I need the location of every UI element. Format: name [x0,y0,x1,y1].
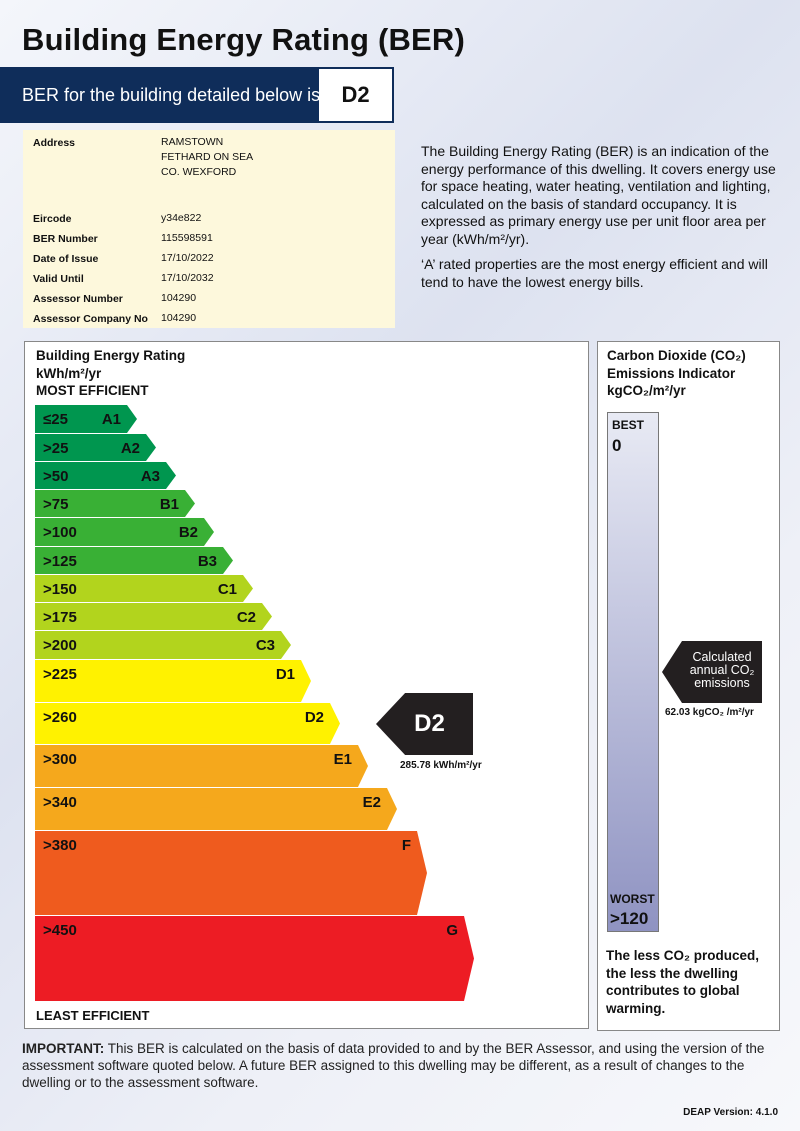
page-title: Building Energy Rating (BER) [22,22,466,57]
band-range: ≤25 [43,411,68,428]
issue-date-value: 17/10/2022 [161,252,214,264]
band-class: C3 [255,637,275,654]
assessor-company-label: Assessor Company No [33,313,148,325]
band-g: >450 G [35,916,474,1001]
band-b2: >100 B2 [35,518,214,546]
scale-heading: Building Energy Rating kWh/m²/yr MOST EF… [36,347,185,400]
valid-until-value: 17/10/2032 [161,272,214,284]
ber-description: The Building Energy Rating (BER) is an i… [421,143,791,299]
valid-until-label: Valid Until [33,273,84,285]
band-class: E1 [333,751,352,768]
eircode-value: y34e822 [161,212,202,224]
address-line: RAMSTOWN [161,136,224,148]
band-range: >25 [43,440,69,457]
band-range: >150 [43,581,77,598]
description-paragraph: ‘A’ rated properties are the most energy… [421,256,768,290]
least-efficient-label: LEAST EFFICIENT [36,1008,150,1023]
band-class: E2 [362,794,381,811]
band-b3: >125 B3 [35,547,233,574]
eircode-label: Eircode [33,213,72,225]
address-label: Address [33,137,76,149]
band-b1: >75 B1 [35,490,195,517]
deap-version: DEAP Version: 4.1.0 [683,1107,778,1118]
band-range: >100 [43,524,77,541]
band-range: >340 [43,794,77,811]
band-e2: >340 E2 [35,788,397,830]
band-class: B1 [159,496,179,513]
band-class: B3 [197,553,217,570]
co2-arrow: Calculated annual CO₂ emissions [662,641,762,703]
band-range: >260 [43,709,77,726]
band-range: >125 [43,553,77,570]
banner-rating: D2 [319,69,392,121]
co2-note: The less CO₂ produced, the less the dwel… [606,948,760,1016]
band-range: >380 [43,837,77,854]
assessor-number-value: 104290 [161,292,197,304]
band-class: C2 [236,609,256,626]
band-a3: >50 A3 [35,462,176,489]
band-f: >380 F [35,831,427,915]
co2-unit: kgCO₂/m²/yr [607,383,686,398]
band-range: >200 [43,637,77,654]
band-class: A1 [101,411,121,428]
banner-label: BER for the building detailed below is: [22,85,326,105]
co2-gradient-bar [607,412,659,932]
band-range: >50 [43,468,69,485]
co2-arrow-text: emissions [694,676,750,690]
best-value: 0 [612,436,622,455]
important-text: This BER is calculated on the basis of d… [22,1041,765,1090]
ber-number-value: 115598591 [161,232,213,244]
co2-arrow-text: annual CO₂ [689,663,755,677]
band-class: A2 [120,440,140,457]
important-label: IMPORTANT: [22,1041,105,1056]
band-class: C1 [217,581,237,598]
co2-arrow-text: Calculated [692,650,752,664]
band-class: F [401,837,411,854]
band-range: >450 [43,922,77,939]
band-range: >75 [43,496,69,513]
ber-number-label: BER Number [33,233,98,245]
co2-heading: Carbon Dioxide (CO₂) Emissions Indicator… [607,347,746,400]
co2-value: 62.03 kgCO₂ /m²/yr [665,707,754,718]
band-class: A3 [140,468,160,485]
band-class: G [446,922,458,939]
band-d1: >225 D1 [35,660,311,702]
band-d2: >260 D2 [35,703,340,744]
band-class: D1 [275,666,295,683]
assessor-company-value: 104290 [161,312,197,324]
scale-title: Building Energy Rating [36,348,186,363]
property-info-box: Address RAMSTOWN FETHARD ON SEA CO. WEXF… [23,130,395,328]
co2-subtitle: Emissions Indicator [607,365,736,381]
important-notice: IMPORTANT: This BER is calculated on the… [22,1040,782,1091]
band-class: D2 [304,709,324,726]
band-a1: ≤25 A1 [35,405,137,433]
best-label: BEST [612,418,645,432]
band-a2: >25 A2 [35,434,156,461]
worst-label: WORST [610,892,655,906]
description-paragraph: The Building Energy Rating (BER) is an i… [421,143,776,247]
band-c3: >200 C3 [35,631,291,659]
band-e1: >300 E1 [35,745,368,787]
address-line: FETHARD ON SEA [161,151,254,163]
address-line: CO. WEXFORD [161,166,237,178]
rating-value: 285.78 kWh/m²/yr [400,760,482,771]
assessor-number-label: Assessor Number [33,293,123,305]
band-range: >175 [43,609,77,626]
issue-date-label: Date of Issue [33,253,99,265]
worst-value: >120 [610,909,649,928]
band-c1: >150 C1 [35,575,253,602]
band-range: >225 [43,666,77,683]
band-range: >300 [43,751,77,768]
band-class: B2 [178,524,198,541]
most-efficient-label: MOST EFFICIENT [36,383,149,398]
co2-title: Carbon Dioxide (CO₂) [607,348,746,363]
scale-unit: kWh/m²/yr [36,365,102,381]
band-c2: >175 C2 [35,603,272,630]
